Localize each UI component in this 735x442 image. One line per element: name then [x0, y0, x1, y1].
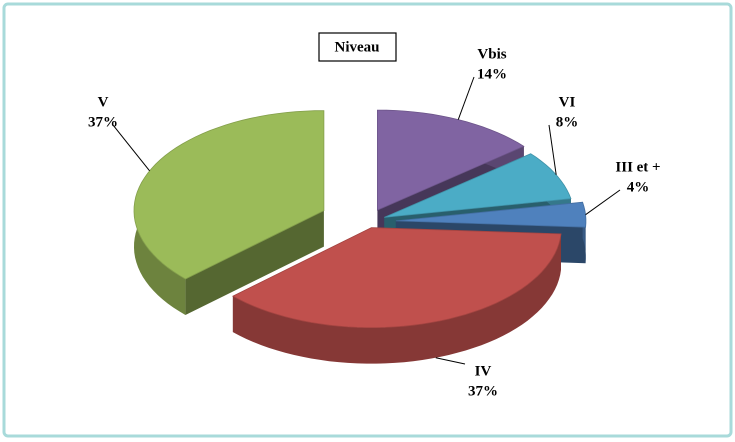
- leader-line: [435, 357, 466, 365]
- pie: [133, 109, 587, 364]
- slice: [232, 227, 562, 328]
- leader-line: [457, 76, 475, 120]
- value-label: 14%: [477, 66, 507, 82]
- slice: [133, 110, 325, 280]
- category-label: III et +: [615, 159, 660, 175]
- leader-line: [585, 189, 621, 216]
- value-label: 4%: [627, 179, 650, 195]
- category-label: V: [98, 94, 109, 110]
- chart-title: Niveau: [335, 39, 380, 55]
- category-label: IV: [475, 363, 492, 379]
- leader-line: [548, 124, 557, 175]
- value-label: 37%: [468, 383, 498, 399]
- slice: [384, 153, 572, 218]
- category-label: VI: [559, 94, 576, 110]
- slice: [377, 109, 525, 211]
- value-label: 8%: [556, 114, 579, 130]
- labels: Vbis 14% VI 8% V 37% III et + 4% IV 37%: [88, 46, 661, 399]
- slice-side: [232, 233, 561, 364]
- slice-wall: [185, 210, 324, 315]
- value-label: 37%: [88, 114, 118, 130]
- leader-line: [112, 124, 150, 172]
- title-box: [318, 32, 397, 62]
- category-label: Vbis: [477, 46, 506, 62]
